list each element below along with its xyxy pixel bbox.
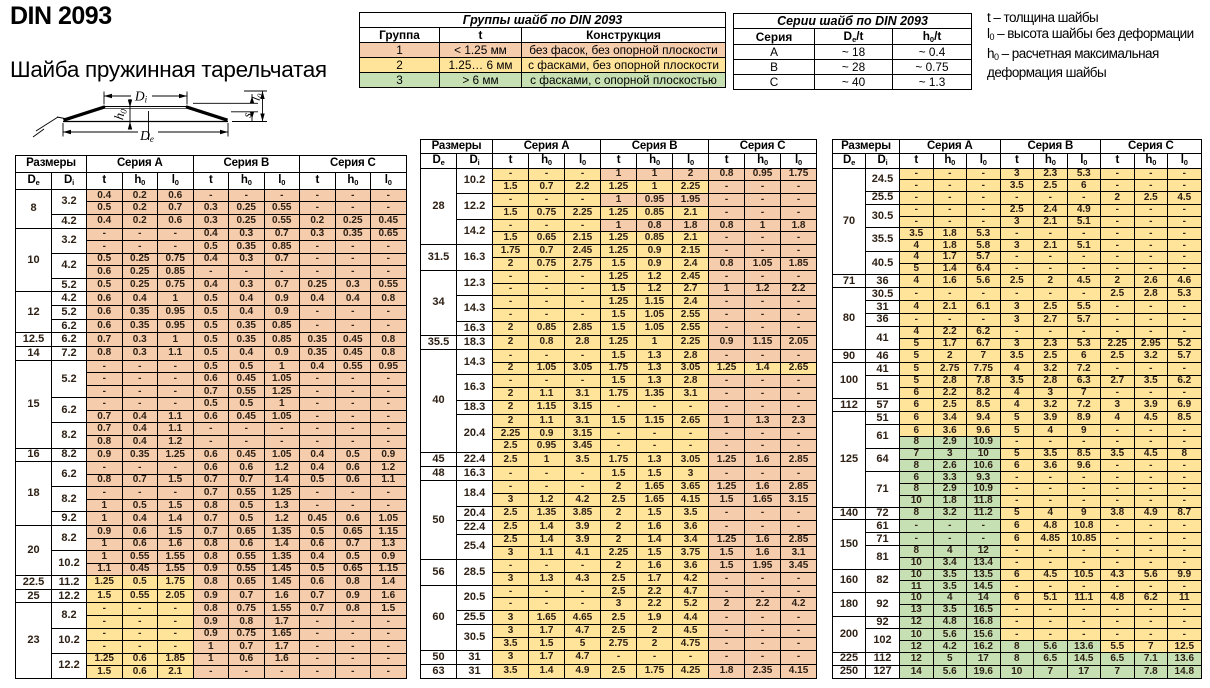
svg-text:Di: Di bbox=[134, 89, 148, 105]
svg-text:h0: h0 bbox=[111, 107, 129, 121]
svg-text:s: s bbox=[240, 111, 255, 119]
svg-text:De: De bbox=[139, 128, 154, 144]
svg-text:l0: l0 bbox=[249, 92, 265, 102]
